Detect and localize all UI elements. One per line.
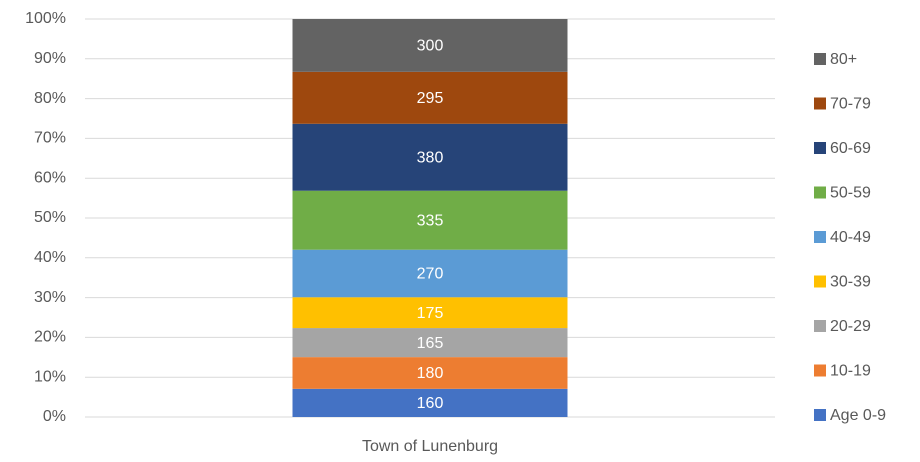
bar-segment [292,328,568,358]
y-tick-label: 30% [34,289,66,306]
data-label: 180 [417,365,444,382]
y-tick-label: 50% [34,209,66,226]
legend-swatch [814,275,826,288]
y-tick-label: 0% [43,408,66,425]
bar-segment [292,249,568,298]
legend-label: 10-19 [830,363,871,380]
legend-label: 40-49 [830,229,871,246]
data-label: 175 [417,305,444,322]
bar-segment [292,388,568,417]
y-tick-label: 100% [25,10,66,27]
y-tick-label: 80% [34,90,66,107]
bar-segment [292,19,568,72]
legend-label: 60-69 [830,140,871,157]
data-label: 335 [417,212,444,229]
bar-segment [292,357,568,389]
legend-swatch [814,320,826,332]
legend-label: 30-39 [830,274,871,291]
y-tick-label: 60% [34,169,66,186]
data-label: 380 [417,149,444,166]
x-tick-label: Town of Lunenburg [362,438,498,455]
legend-label: Age 0-9 [830,407,886,424]
legend-label: 20-29 [830,318,871,335]
y-tick-label: 20% [34,329,66,346]
bar-segment [292,71,568,124]
legend-swatch [814,186,826,199]
y-tick-label: 40% [34,249,66,266]
legend-swatch [814,409,826,421]
bar-segment [292,123,568,191]
data-label: 300 [417,38,444,55]
legend-label: 80+ [830,51,857,68]
bar-segment [292,297,568,329]
data-label: 160 [417,395,444,412]
data-label: 270 [417,266,444,283]
y-tick-label: 90% [34,50,66,67]
legend-label: 50-59 [830,185,871,202]
bar-segment [292,190,568,250]
y-tick-label: 10% [34,368,66,385]
legend-label: 70-79 [830,96,871,113]
y-tick-label: 70% [34,130,66,147]
data-label: 165 [417,335,444,352]
legend-swatch [814,142,826,154]
legend-swatch [814,53,826,65]
data-label: 295 [417,90,444,107]
legend-swatch [814,97,826,110]
legend-swatch [814,231,826,243]
legend-swatch [814,364,826,377]
